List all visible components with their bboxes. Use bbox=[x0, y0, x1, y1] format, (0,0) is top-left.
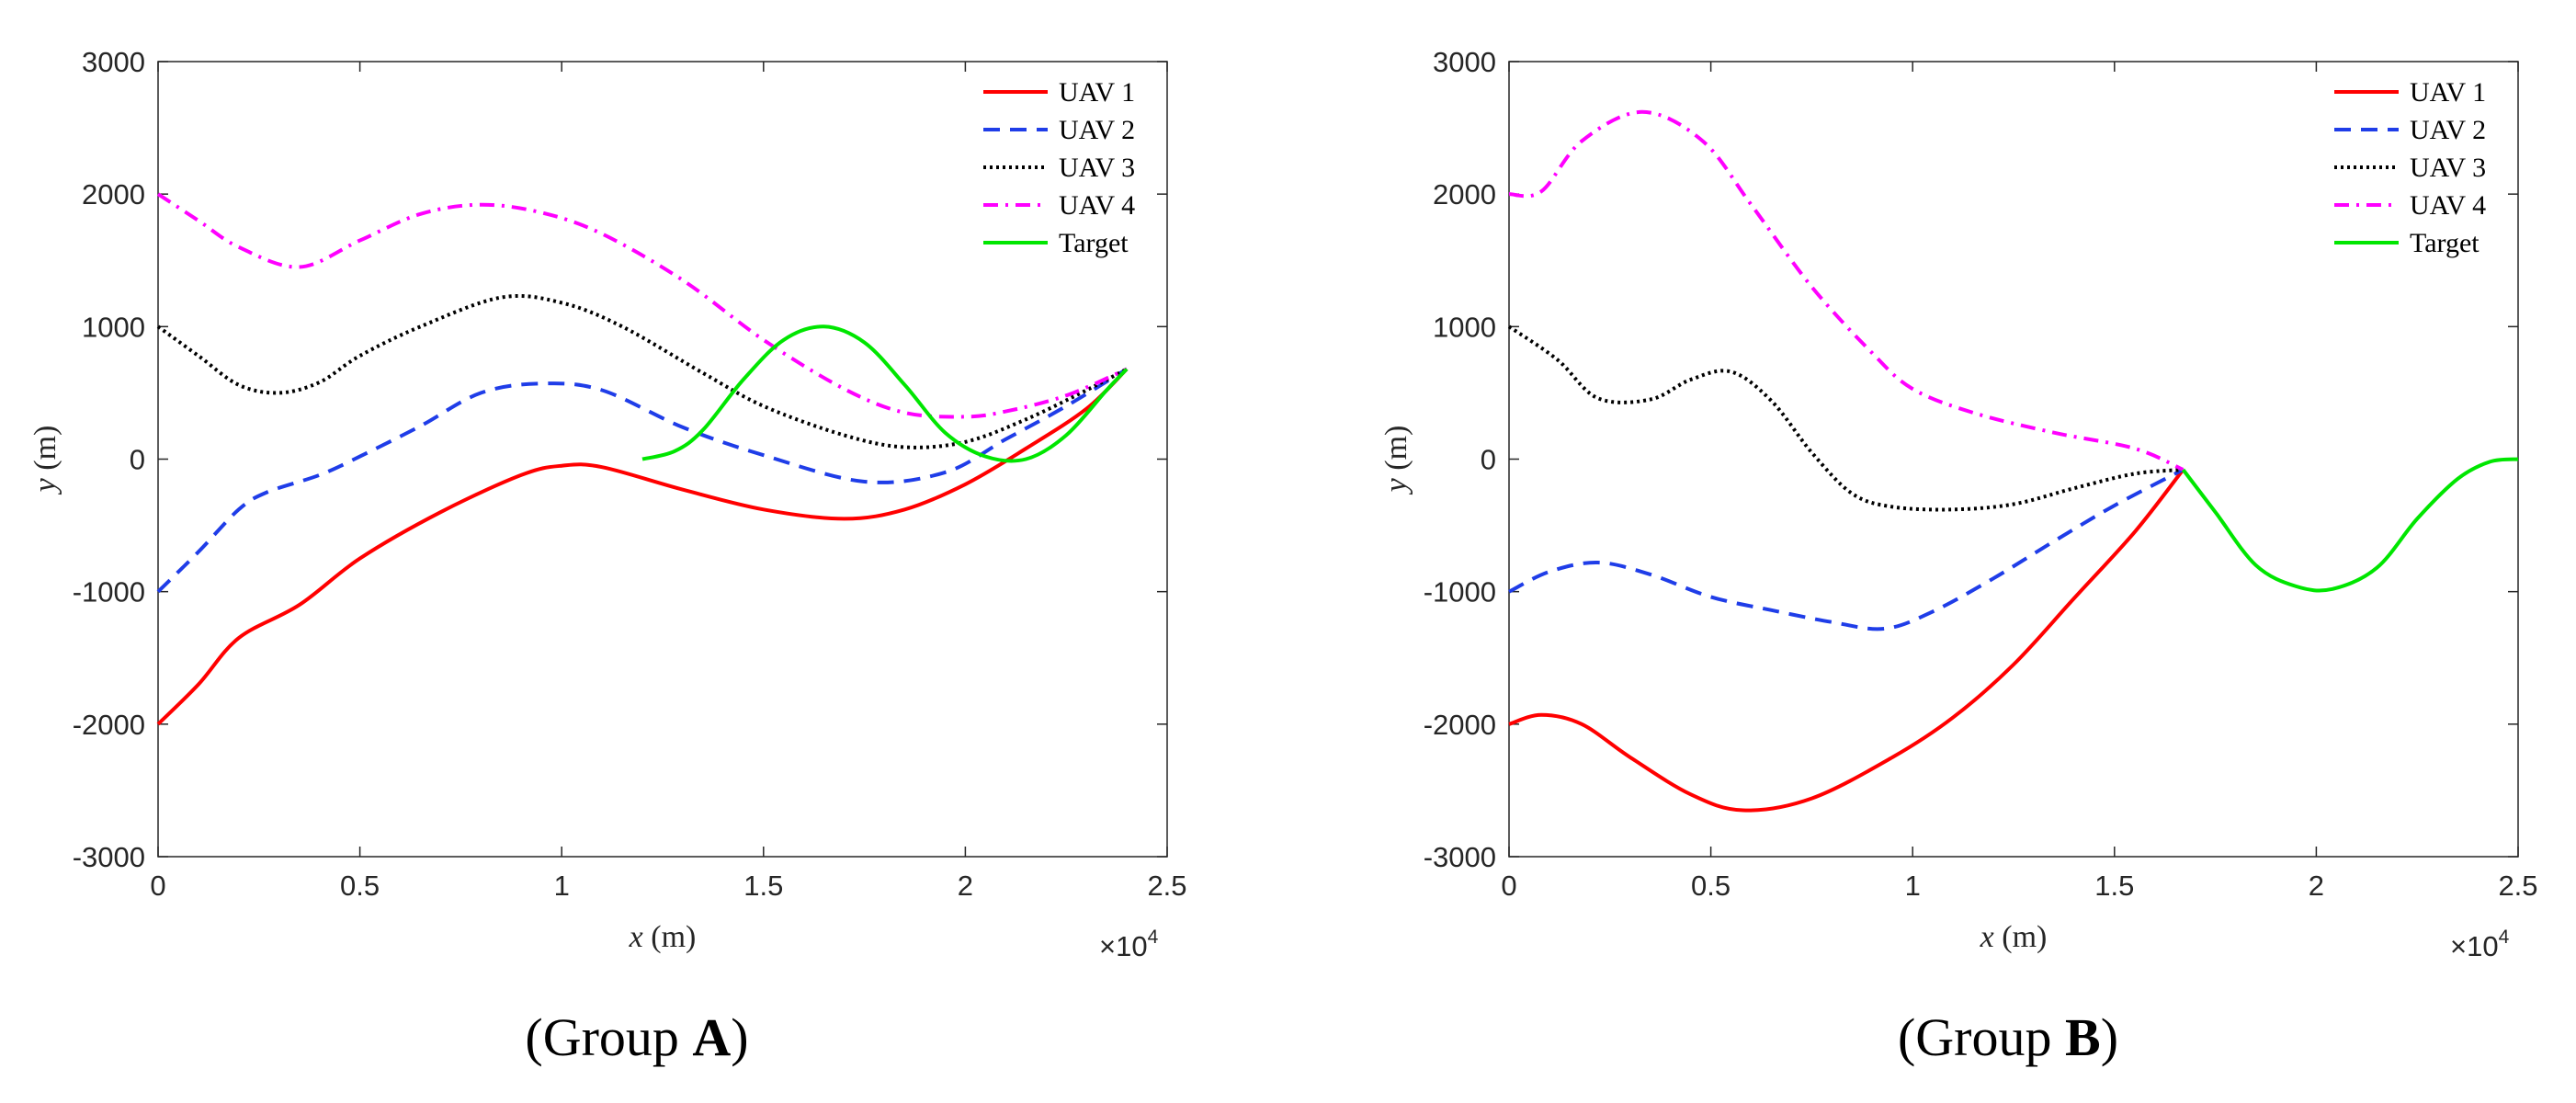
y-tick-label-a-4: -1000 bbox=[73, 576, 145, 608]
x-axis-multiplier-a: ×104 bbox=[1099, 927, 1159, 962]
panel-group-b: 0 0.5 1 1.5 2 2.5 3000 2000 1000 0 -1000 -2000 -3000… bbox=[1379, 46, 2538, 1067]
x-tick-label-b-4: 2 bbox=[2309, 870, 2324, 902]
y-tick-label-a-6: -3000 bbox=[73, 841, 145, 873]
x-axis-label-b: x (m) bbox=[1980, 920, 2048, 954]
x-axis-multiplier-b: ×104 bbox=[2450, 927, 2510, 962]
series-line-a-uav-4 bbox=[156, 192, 1128, 419]
caption-group-a: (Group A) bbox=[525, 1007, 748, 1067]
ticks-group-b: 0 0.5 1 1.5 2 2.5 3000 2000 1000 0 -1000 -2000 -3000 bbox=[1424, 46, 2538, 902]
legend-label-a-2: UAV 3 bbox=[1059, 153, 1135, 183]
x-tick-label-a-4: 2 bbox=[958, 870, 973, 902]
series-line-b-uav-4 bbox=[1508, 109, 2184, 472]
series-line-b-uav-3 bbox=[1507, 324, 2184, 512]
legend-label-b-2: UAV 3 bbox=[2410, 153, 2486, 183]
series-line-a-uav-2 bbox=[156, 367, 1129, 594]
y-tick-label-b-2: 1000 bbox=[1433, 311, 1496, 343]
x-tick-label-b-2: 1 bbox=[1905, 870, 1921, 902]
legend-a: UAV 1 UAV 2 UAV 3 UAV 4 Target bbox=[983, 77, 1135, 258]
plot-area-b bbox=[1508, 61, 2519, 858]
x-tick-label-a-5: 2.5 bbox=[1147, 870, 1186, 902]
y-tick-label-a-2: 1000 bbox=[82, 311, 145, 343]
y-tick-label-a-5: -2000 bbox=[73, 709, 145, 741]
x-tick-label-b-0: 0 bbox=[1501, 870, 1516, 902]
series-line-a-target bbox=[641, 324, 1129, 463]
legend-label-a-0: UAV 1 bbox=[1059, 77, 1135, 108]
series-line-a-uav-3 bbox=[156, 293, 1129, 449]
series-group-a bbox=[156, 192, 1129, 726]
y-tick-label-a-0: 3000 bbox=[82, 46, 145, 78]
x-tick-label-b-5: 2.5 bbox=[2498, 870, 2537, 902]
x-tick-label-a-1: 0.5 bbox=[340, 870, 380, 902]
series-line-b-target bbox=[2181, 457, 2519, 593]
legend-label-b-3: UAV 4 bbox=[2410, 190, 2486, 221]
series-line-a-uav-1 bbox=[156, 368, 1129, 726]
x-tick-label-a-3: 1.5 bbox=[743, 870, 783, 902]
ticks-group-a: 0 0.5 1 1.5 2 2.5 3000 2000 1000 0 -1000 -2000 -3000 bbox=[73, 46, 1187, 902]
legend-label-b-1: UAV 2 bbox=[2410, 115, 2486, 145]
caption-group-b: (Group B) bbox=[1898, 1007, 2118, 1067]
y-tick-label-b-4: -1000 bbox=[1424, 576, 1496, 608]
y-axis-label-a: y (m) bbox=[28, 426, 62, 495]
x-tick-label-b-3: 1.5 bbox=[2094, 870, 2134, 902]
panel-group-a: 0 0.5 1 1.5 2 2.5 3000 2000 1000 0 -1000 -2000 -3000… bbox=[28, 46, 1187, 1067]
y-axis-label-b: y (m) bbox=[1379, 426, 1413, 495]
y-tick-label-a-3: 0 bbox=[130, 444, 145, 476]
legend-label-b-4: Target bbox=[2410, 228, 2480, 258]
legend-b: UAV 1 UAV 2 UAV 3 UAV 4 Target bbox=[2334, 77, 2486, 258]
series-line-b-uav-2 bbox=[1508, 468, 2184, 631]
x-axis-label-a: x (m) bbox=[629, 920, 697, 954]
legend-label-a-1: UAV 2 bbox=[1059, 115, 1135, 145]
series-group-b bbox=[1507, 109, 2519, 813]
legend-label-b-0: UAV 1 bbox=[2410, 77, 2486, 108]
x-tick-label-a-0: 0 bbox=[150, 870, 165, 902]
y-tick-label-b-5: -2000 bbox=[1424, 709, 1496, 741]
y-tick-label-b-6: -3000 bbox=[1424, 841, 1496, 873]
x-tick-label-b-1: 0.5 bbox=[1691, 870, 1731, 902]
legend-label-a-4: Target bbox=[1059, 228, 1129, 258]
y-tick-label-b-1: 2000 bbox=[1433, 178, 1496, 210]
y-tick-label-a-1: 2000 bbox=[82, 178, 145, 210]
y-tick-label-b-0: 3000 bbox=[1433, 46, 1496, 78]
y-tick-label-b-3: 0 bbox=[1481, 444, 1496, 476]
series-line-b-uav-1 bbox=[1508, 468, 2185, 813]
legend-label-a-3: UAV 4 bbox=[1059, 190, 1135, 221]
x-tick-label-a-2: 1 bbox=[554, 870, 570, 902]
